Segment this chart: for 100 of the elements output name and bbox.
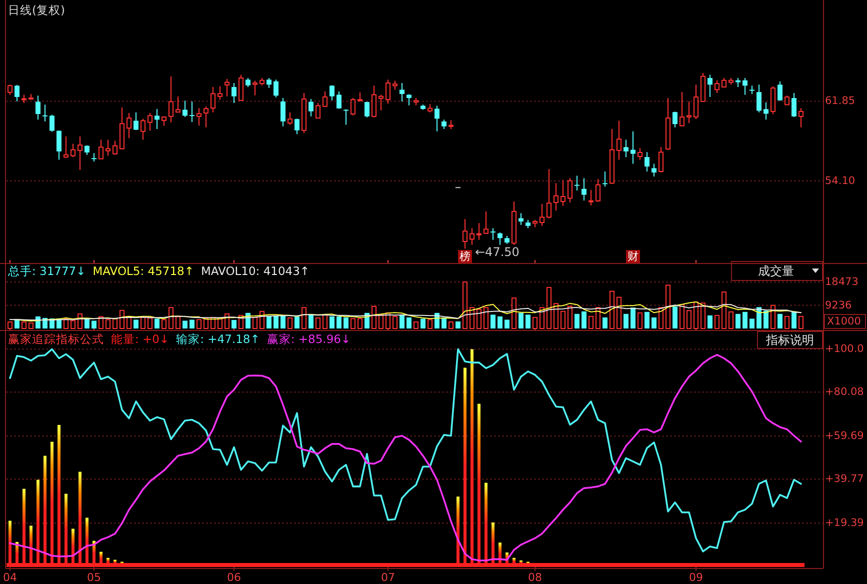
candlestick — [218, 86, 222, 100]
bar — [504, 320, 510, 328]
text: MAVOL5: 45718↑ — [92, 264, 194, 278]
bar — [680, 304, 684, 329]
bar — [288, 317, 292, 329]
bar — [462, 281, 468, 329]
bar — [400, 315, 404, 328]
bar — [484, 307, 488, 329]
bar — [280, 315, 286, 328]
candlestick — [764, 102, 768, 120]
y-tick-label: 18473 — [825, 276, 858, 288]
bar — [112, 318, 118, 329]
candlestick — [588, 189, 594, 206]
y-axis-title: X1000 — [827, 316, 861, 328]
candlestick — [784, 95, 790, 106]
candlestick — [358, 92, 362, 102]
bar — [574, 314, 580, 328]
bar — [694, 302, 698, 329]
candlestick — [400, 82, 404, 102]
text: 输家: +47.18↑ — [176, 332, 260, 346]
bar — [378, 314, 384, 329]
bar — [596, 307, 600, 329]
bar — [196, 319, 202, 329]
bar — [728, 311, 734, 329]
candlestick — [64, 136, 68, 158]
bar — [540, 307, 544, 329]
candlestick — [498, 232, 502, 246]
bar — [764, 310, 768, 328]
bar — [134, 320, 138, 328]
candlestick — [316, 102, 320, 119]
bar — [456, 321, 460, 328]
candlestick — [736, 77, 740, 88]
bar — [470, 307, 474, 329]
candlestick — [644, 152, 650, 172]
bar — [652, 317, 656, 328]
candlestick — [554, 182, 558, 212]
candlestick — [378, 94, 384, 111]
bar — [308, 314, 314, 328]
bar — [736, 314, 740, 328]
candlestick — [246, 77, 250, 88]
annotation: ←47.50 — [475, 245, 520, 260]
candlestick — [568, 178, 572, 203]
candlestick — [518, 212, 524, 226]
bar — [140, 316, 146, 329]
y-tick-label: 9236 — [825, 299, 852, 312]
bar — [700, 302, 706, 329]
candlestick — [8, 84, 12, 96]
candlestick — [148, 112, 152, 132]
chart-title: 日线(复权) — [8, 3, 65, 17]
candlestick — [778, 80, 782, 102]
bar — [714, 314, 720, 329]
candlestick — [574, 175, 580, 191]
candlestick — [238, 74, 244, 102]
bar — [778, 314, 782, 328]
bar — [350, 318, 356, 329]
x-tick-label: 06 — [227, 571, 241, 584]
bar — [92, 320, 96, 328]
candlestick — [232, 82, 236, 104]
candlestick — [336, 90, 342, 110]
bar — [344, 317, 348, 328]
bar — [756, 307, 762, 328]
bar — [406, 317, 412, 328]
candlestick — [756, 84, 762, 113]
candlestick — [224, 78, 230, 97]
bar — [602, 317, 608, 328]
text: 总手: 31777↓ — [7, 264, 86, 278]
bar — [336, 316, 342, 328]
candlestick — [686, 100, 692, 124]
candlestick — [630, 130, 636, 164]
y-tick-label: 61.85 — [825, 95, 856, 108]
candlestick — [540, 203, 544, 226]
candlestick — [330, 84, 334, 101]
text: MAVOL10: 41043↑ — [201, 264, 310, 278]
bar — [644, 312, 650, 328]
candlestick — [134, 112, 138, 131]
candlestick — [462, 218, 468, 250]
x-tick-label: 07 — [381, 571, 395, 584]
candlestick — [204, 106, 208, 128]
bar — [168, 307, 174, 329]
bar — [322, 314, 328, 329]
bar — [476, 308, 482, 329]
bar — [498, 316, 502, 328]
bar — [770, 304, 776, 329]
bar — [120, 310, 124, 329]
candlestick — [36, 95, 40, 120]
candlestick — [78, 136, 82, 170]
candlestick — [714, 80, 720, 94]
bar — [154, 318, 160, 328]
candlestick — [680, 92, 684, 127]
candlestick — [252, 80, 258, 96]
candlestick — [126, 112, 132, 139]
bar — [176, 316, 180, 329]
candlestick — [596, 178, 600, 202]
candlestick — [294, 118, 300, 135]
candlestick — [364, 101, 370, 118]
bar — [616, 296, 622, 329]
bar — [532, 316, 538, 329]
bar — [190, 320, 194, 328]
candlestick — [602, 170, 608, 188]
candlestick — [638, 148, 642, 160]
